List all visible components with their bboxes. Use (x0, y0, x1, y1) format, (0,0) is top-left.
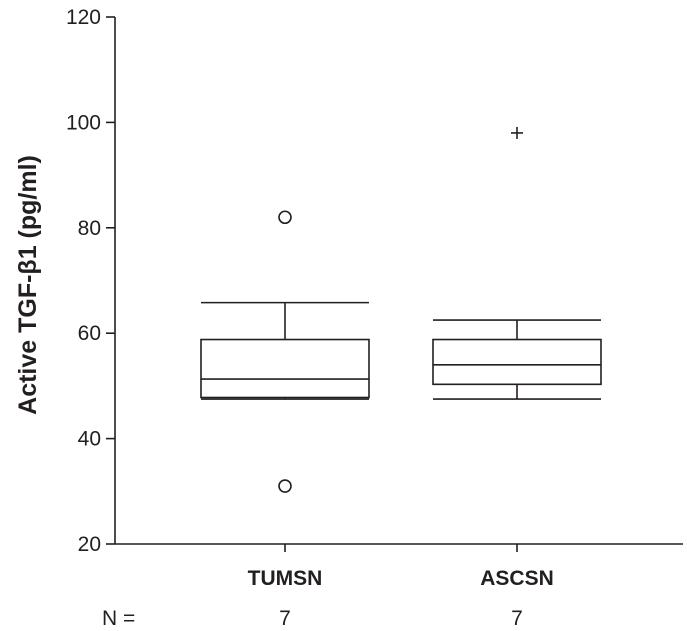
y-tick-label: 120 (66, 6, 101, 29)
y-tick-label: 60 (78, 322, 101, 345)
box-group-ascsn (432, 126, 602, 400)
y-tick-label: 80 (78, 217, 101, 240)
x-category-label: ASCSN (480, 567, 554, 590)
y-tick-label: 40 (78, 428, 101, 451)
boxes (200, 126, 602, 493)
n-value-label: 7 (279, 607, 291, 630)
y-tick-label: 20 (78, 533, 101, 556)
interquartile-box (200, 338, 370, 399)
interquartile-box (432, 338, 602, 386)
box-group-tumsn (200, 210, 370, 493)
y-axis: 20 40 60 80 100 120 (66, 6, 116, 556)
outlier-point (278, 210, 292, 225)
n-label: N = (102, 607, 135, 630)
x-category-label: TUMSN (248, 567, 323, 590)
n-value-label: 7 (511, 607, 523, 630)
y-tick-label: 100 (66, 111, 101, 134)
x-axis: TUMSN 7 ASCSN 7 (115, 543, 683, 630)
y-axis-title: Active TGF-β1 (pg/ml) (14, 155, 42, 415)
outlier-point (278, 479, 292, 493)
